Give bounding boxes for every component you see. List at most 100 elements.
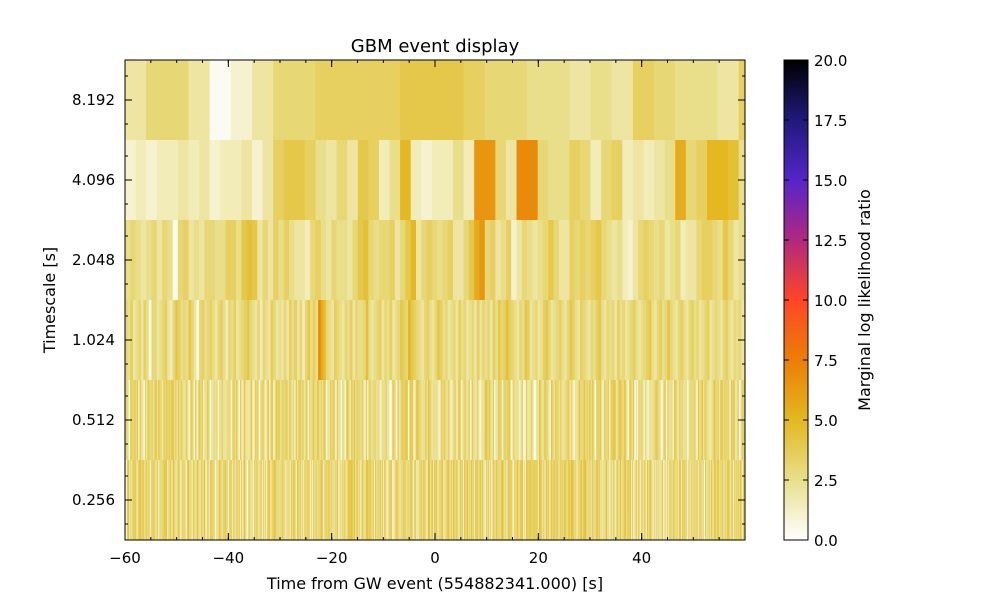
heatmap-cell xyxy=(587,460,589,540)
heatmap-cell xyxy=(397,380,400,461)
heatmap-cell xyxy=(581,460,583,540)
heatmap-cell xyxy=(664,300,668,381)
heatmap-cell xyxy=(728,220,734,301)
heatmap-cell xyxy=(728,300,732,381)
heatmap-cell xyxy=(728,460,730,540)
heatmap-cell xyxy=(209,60,232,141)
heatmap-cell xyxy=(662,460,664,540)
colorbar-tick-label: 20.0 xyxy=(814,52,847,70)
heatmap-cell xyxy=(169,460,171,540)
colorbar-tick-label: 0.0 xyxy=(814,532,838,550)
heatmap-cell xyxy=(470,380,472,461)
heatmap-cell xyxy=(580,220,586,301)
heatmap-cell xyxy=(405,460,407,540)
heatmap-cell xyxy=(160,460,162,540)
heatmap-cell xyxy=(561,300,565,381)
heatmap-cell xyxy=(725,460,727,540)
heatmap-cell xyxy=(473,460,475,540)
heatmap-cell xyxy=(507,380,509,461)
heatmap-cell xyxy=(532,300,536,381)
heatmap-cell xyxy=(310,300,314,381)
heatmap-cell xyxy=(396,380,398,461)
heatmap-cell xyxy=(451,460,453,540)
heatmap-cell xyxy=(701,460,703,540)
heatmap-cell xyxy=(402,460,404,540)
heatmap-cell xyxy=(196,380,199,461)
heatmap-cell xyxy=(381,460,383,540)
heatmap-cell xyxy=(474,460,476,540)
heatmap-cell xyxy=(727,460,729,540)
heatmap-cell xyxy=(462,380,464,461)
heatmap-cell xyxy=(444,460,446,540)
heatmap-cell xyxy=(241,220,248,301)
heatmap-cell xyxy=(288,460,290,540)
heatmap-cell xyxy=(503,380,505,461)
heatmap-cell xyxy=(693,300,697,381)
heatmap-cell xyxy=(289,300,293,381)
heatmap-cell xyxy=(429,460,431,540)
heatmap-cell xyxy=(253,380,255,461)
heatmap-cell xyxy=(496,460,498,540)
heatmap-cell xyxy=(647,380,650,461)
heatmap-cell xyxy=(630,460,632,540)
heatmap-cell xyxy=(279,460,281,540)
heatmap-cell xyxy=(168,460,170,540)
heatmap-cell xyxy=(233,460,235,540)
heatmap-cell xyxy=(675,460,677,540)
heatmap-cell xyxy=(237,380,240,461)
heatmap-cell xyxy=(424,460,426,540)
heatmap-cell xyxy=(542,300,546,381)
heatmap-cell xyxy=(173,380,176,461)
heatmap-cell xyxy=(130,220,136,301)
heatmap-cell xyxy=(292,460,294,540)
heatmap-cell xyxy=(672,300,676,381)
heatmap-cell xyxy=(648,460,650,540)
heatmap-cell xyxy=(495,380,498,461)
heatmap-cell xyxy=(305,460,307,540)
heatmap-cell xyxy=(249,380,251,461)
heatmap-cell xyxy=(709,380,712,461)
heatmap-cell xyxy=(572,460,574,540)
heatmap-cell xyxy=(267,220,274,301)
heatmap-cell xyxy=(319,380,322,461)
heatmap-cell xyxy=(535,380,537,461)
heatmap-cell xyxy=(630,460,632,540)
heatmap-cell xyxy=(737,460,739,540)
heatmap-cell xyxy=(500,460,502,540)
heatmap-cell xyxy=(221,380,224,461)
heatmap-cell xyxy=(511,220,517,301)
heatmap-cell xyxy=(178,460,180,540)
heatmap-cell xyxy=(642,380,644,461)
heatmap-cell xyxy=(331,380,334,461)
heatmap-cell xyxy=(482,300,486,381)
heatmap-cell xyxy=(442,380,445,461)
heatmap-cell xyxy=(292,380,295,461)
heatmap-cell xyxy=(724,380,726,461)
heatmap-cell xyxy=(600,460,602,540)
heatmap-cell xyxy=(556,380,558,461)
heatmap-cell xyxy=(703,460,705,540)
heatmap-cell xyxy=(368,300,372,381)
heatmap-cell xyxy=(720,300,724,381)
heatmap-cell xyxy=(193,460,195,540)
heatmap-cell xyxy=(518,460,520,540)
heatmap-cell xyxy=(542,460,544,540)
heatmap-cell xyxy=(148,300,152,381)
heatmap-cell xyxy=(449,380,451,461)
heatmap-cell xyxy=(227,460,229,540)
heatmap-cell xyxy=(554,460,556,540)
heatmap-cell xyxy=(433,460,435,540)
heatmap-cell xyxy=(680,380,683,461)
heatmap-cell xyxy=(280,460,282,540)
heatmap-cell xyxy=(628,460,630,540)
heatmap-cell xyxy=(598,460,600,540)
heatmap-cell xyxy=(499,460,501,540)
heatmap-cell xyxy=(212,460,214,540)
heatmap-cell xyxy=(408,380,410,461)
heatmap-cell xyxy=(497,300,501,381)
heatmap-cell xyxy=(474,140,486,221)
heatmap-cell xyxy=(659,300,663,381)
heatmap-cell xyxy=(617,300,621,381)
heatmap-cell xyxy=(160,460,162,540)
heatmap-cell xyxy=(611,60,634,141)
